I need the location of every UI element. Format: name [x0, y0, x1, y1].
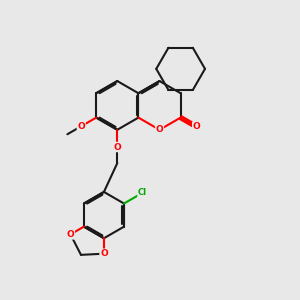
Text: O: O: [77, 122, 85, 131]
Text: O: O: [100, 249, 108, 258]
Text: O: O: [67, 230, 74, 239]
Text: Cl: Cl: [138, 188, 147, 197]
Text: O: O: [156, 125, 164, 134]
Text: O: O: [113, 142, 121, 152]
Text: O: O: [193, 122, 200, 131]
